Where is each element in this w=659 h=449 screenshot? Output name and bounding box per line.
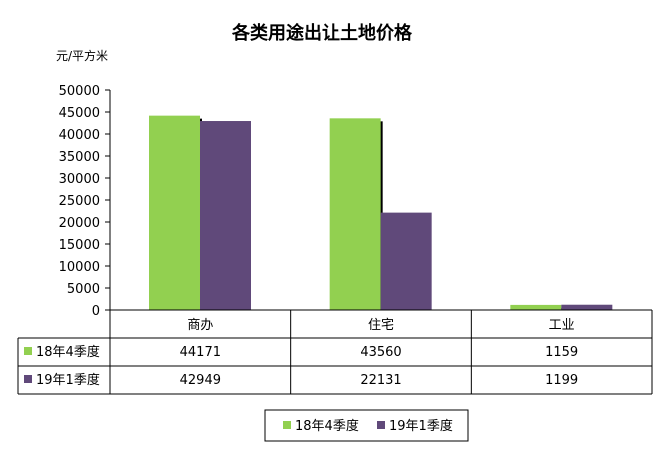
category-label: 商办	[187, 318, 213, 333]
category-label: 住宅	[368, 318, 394, 333]
table-legend-key	[24, 347, 32, 355]
y-tick-label: 50000	[59, 84, 100, 99]
data-value: 42949	[180, 373, 221, 388]
y-tick-label: 10000	[59, 260, 100, 275]
legend-label: 19年1季度	[389, 418, 453, 434]
series-name: 18年4季度	[36, 344, 100, 360]
y-tick-label: 20000	[59, 216, 100, 231]
y-tick-label: 15000	[59, 238, 100, 253]
y-tick-label: 45000	[59, 106, 100, 121]
table-legend-key	[24, 375, 32, 383]
legend-key	[377, 421, 385, 429]
y-tick-label: 25000	[59, 194, 100, 209]
data-value: 44171	[180, 345, 221, 360]
legend-box	[264, 409, 469, 442]
series-name: 19年1季度	[36, 372, 100, 388]
data-value: 1199	[545, 373, 578, 388]
legend: 18年4季度 19年1季度	[264, 409, 469, 442]
data-value: 43560	[360, 345, 401, 360]
bar-2	[200, 121, 251, 310]
y-tick-label: 35000	[59, 150, 100, 165]
bar-1	[329, 118, 381, 310]
data-value: 22131	[360, 373, 401, 388]
bar-1	[149, 115, 200, 310]
y-tick-label: 30000	[59, 172, 100, 187]
bar-2	[380, 212, 432, 310]
chart-title: 各类用途出让土地价格	[231, 22, 413, 44]
legend-key	[283, 421, 291, 429]
category-label: 工业	[549, 318, 575, 333]
plot-area: 0 5000 10000 15000 20000 25000 30000 35000 40000…	[59, 84, 613, 319]
bar-1	[510, 304, 562, 310]
y-tick-label: 40000	[59, 128, 100, 143]
legend-label: 18年4季度	[295, 418, 359, 434]
bar-2	[561, 304, 613, 310]
y-tick-label: 0	[92, 304, 100, 319]
y-tick-label: 5000	[67, 282, 100, 297]
data-table: 商办 住宅 工业 18年4季度 44171 43560 1159 19年1季度 42949 221…	[17, 309, 653, 395]
y-unit-label: 元/平方米	[56, 48, 108, 63]
data-value: 1159	[545, 345, 578, 360]
